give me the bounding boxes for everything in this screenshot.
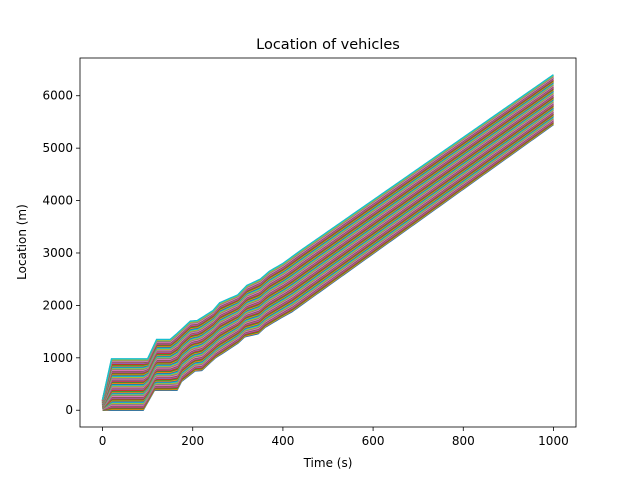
plot-frame (79, 57, 577, 428)
x-tick-label: 800 (452, 434, 475, 448)
y-tick-label: 1000 (42, 351, 73, 365)
y-tick-label: 2000 (42, 298, 73, 312)
plot-lines (101, 74, 554, 411)
x-tick-label: 400 (271, 434, 294, 448)
y-tick-label: 5000 (42, 141, 73, 155)
x-tick-label: 1000 (538, 434, 569, 448)
x-tick-label: 0 (99, 434, 107, 448)
x-axis-label: Time (s) (303, 456, 353, 470)
y-axis-label: Location (m) (15, 204, 29, 280)
y-tick-label: 6000 (42, 89, 73, 103)
vehicle-trajectory (101, 74, 554, 400)
y-tick-label: 4000 (42, 194, 73, 208)
chart-title: Location of vehicles (256, 37, 400, 53)
y-axis-ticks: 0 1000 2000 3000 4000 5000 6000 (42, 89, 80, 417)
x-tick-label: 600 (362, 434, 385, 448)
y-tick-label: 0 (65, 403, 73, 417)
y-tick-label: 3000 (42, 246, 73, 260)
x-tick-label: 200 (181, 434, 204, 448)
x-axis-ticks: 0 200 400 600 800 1000 (99, 427, 569, 448)
